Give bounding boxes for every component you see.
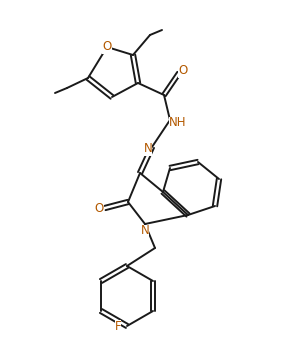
Text: F: F: [115, 319, 121, 333]
Text: O: O: [94, 201, 104, 215]
Text: N: N: [144, 142, 152, 156]
Text: O: O: [179, 65, 188, 77]
Text: O: O: [102, 40, 112, 53]
Text: NH: NH: [169, 117, 187, 129]
Text: N: N: [141, 224, 149, 238]
